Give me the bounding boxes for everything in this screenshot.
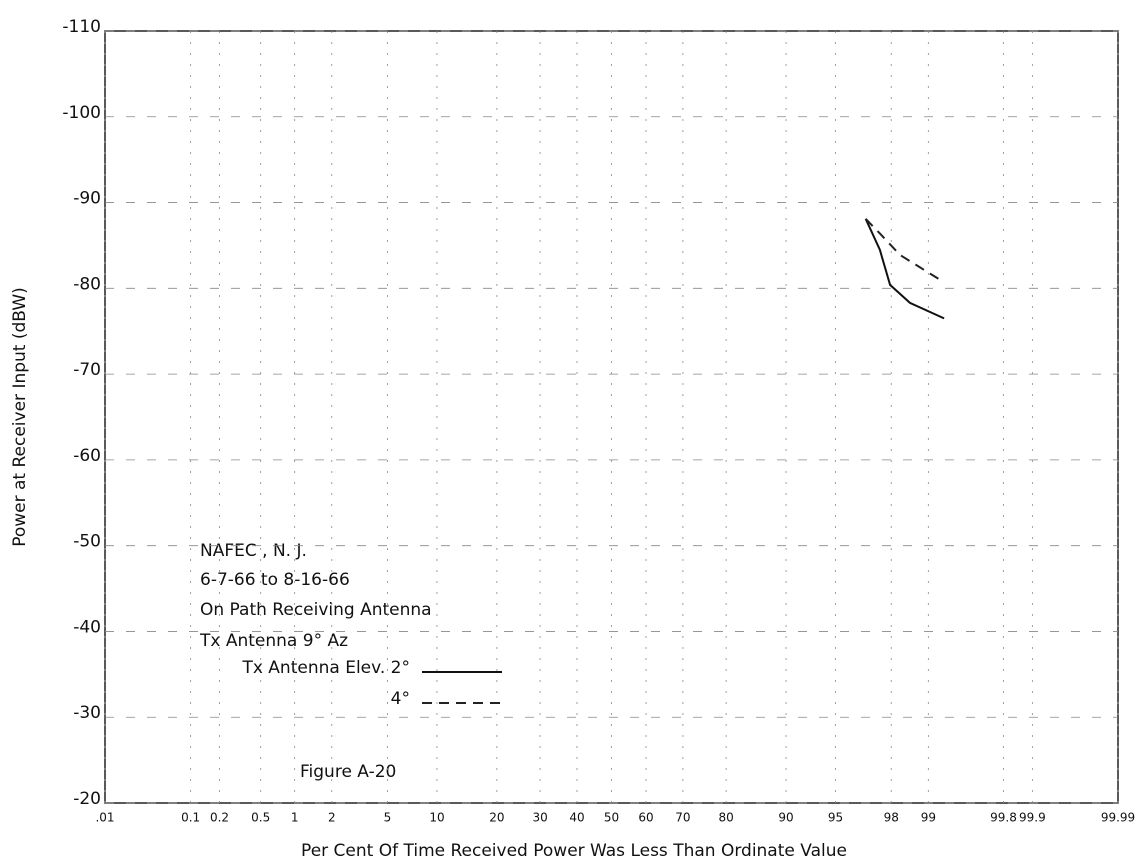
y-tick-label: -70: [73, 360, 101, 380]
y-tick-label: -100: [62, 103, 101, 123]
x-tick-label: 80: [718, 811, 733, 825]
x-tick-label: 98: [884, 811, 899, 825]
data-line: [864, 218, 945, 284]
y-tick-label: -110: [62, 17, 101, 37]
annotation: 6-7-66 to 8-16-66: [200, 570, 350, 590]
x-tick-label: 70: [675, 811, 690, 825]
y-tick-label: -90: [73, 189, 101, 209]
y-tick-label: -30: [73, 703, 101, 723]
x-tick-label: 30: [532, 811, 547, 825]
x-tick-label: 95: [828, 811, 843, 825]
x-tick-label: 10: [429, 811, 444, 825]
annotation: On Path Receiving Antenna: [200, 600, 432, 620]
x-tick-label: 99: [921, 811, 936, 825]
y-axis-title: Power at Receiver Input (dBW): [10, 287, 30, 547]
x-tick-label: 0.2: [210, 811, 229, 825]
x-tick-label: 5: [384, 811, 392, 825]
x-tick-label: 2: [328, 811, 336, 825]
x-tick-label: 1: [291, 811, 299, 825]
x-tick-label: 50: [604, 811, 619, 825]
annotation: NAFEC , N. J.: [200, 541, 307, 561]
legend-label: Tx Antenna Elev. 2°: [241, 658, 410, 678]
y-tick-label: -50: [73, 532, 101, 552]
y-tick-label: -20: [73, 789, 101, 809]
y-tick-label: -40: [73, 617, 101, 637]
x-tick-label: 40: [569, 811, 584, 825]
x-tick-label: 99.8: [990, 811, 1017, 825]
x-tick-label: 0.5: [251, 811, 270, 825]
x-axis-title: Per Cent Of Time Received Power Was Less…: [301, 841, 847, 861]
x-tick-label: 99.9: [1019, 811, 1046, 825]
x-tick-label: 60: [638, 811, 653, 825]
y-tick-label: -60: [73, 446, 101, 466]
x-tick-label: .01: [95, 811, 114, 825]
annotation: Tx Antenna 9° Az: [199, 631, 348, 651]
legend-label: 4°: [391, 689, 410, 709]
data-line: [864, 218, 945, 320]
x-tick-label: 0.1: [181, 811, 200, 825]
y-tick-label: -80: [73, 274, 101, 294]
x-tick-label: 20: [489, 811, 504, 825]
x-tick-label: 99.99: [1101, 811, 1135, 825]
figure-label: Figure A-20: [300, 762, 396, 782]
x-tick-label: 90: [778, 811, 793, 825]
